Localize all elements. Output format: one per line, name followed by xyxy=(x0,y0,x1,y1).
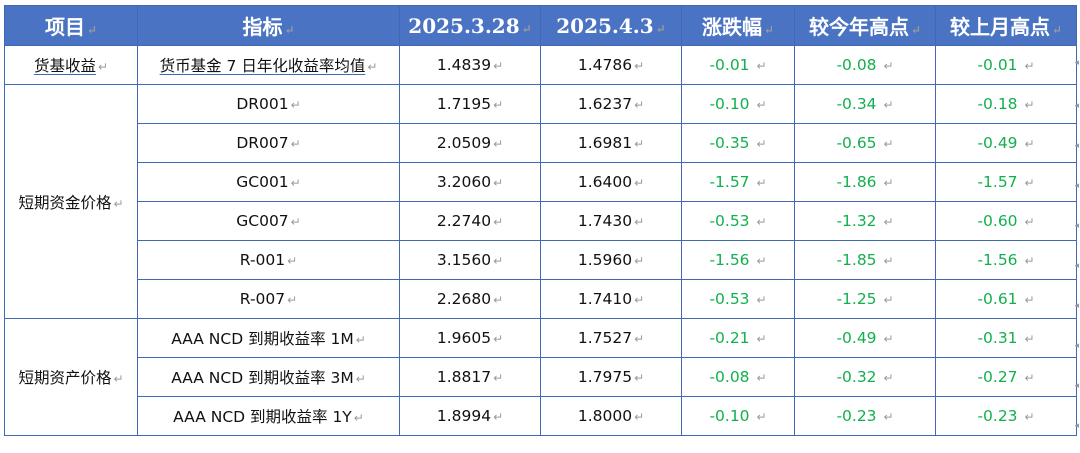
value-cell-date2: 1.6400 ↵ xyxy=(540,162,682,202)
vs-month-high-cell: -0.49 ↵ xyxy=(935,123,1077,163)
change-cell: -0.10 ↵ xyxy=(681,396,795,436)
value-cell-date1: 3.1560 ↵ xyxy=(399,240,541,280)
indicator-cell: R-007 ↵ xyxy=(137,279,400,319)
indicator-cell: AAA NCD 到期收益率 1M ↵ xyxy=(137,318,400,358)
vs-year-high-cell: -0.49 ↵ xyxy=(794,318,936,358)
indicator-cell: GC001 ↵ xyxy=(137,162,400,202)
row-end-mark: ◂ xyxy=(1074,58,1079,68)
value-cell-date2: 1.8000 ↵ xyxy=(540,396,682,436)
row-end-mark: ◂ xyxy=(1074,341,1079,351)
header-change: 涨跌幅 ↵ xyxy=(681,5,795,46)
table-container: 项目 ↵ 指标 ↵ 2025.3.28 ↵ 2025.4.3 ↵ 涨跌幅 ↵ 较今年高点 ↵… xyxy=(4,5,1077,436)
value-cell-date1: 2.2740 ↵ xyxy=(399,201,541,241)
group-short-funding: 短期资金价格 ↵ xyxy=(4,84,138,319)
value-cell-date1: 2.0509 ↵ xyxy=(399,123,541,163)
change-cell: -0.53 ↵ xyxy=(681,201,795,241)
change-cell: -0.53 ↵ xyxy=(681,279,795,319)
vs-year-high-cell: -0.34 ↵ xyxy=(794,84,936,124)
table-row: AAA NCD 到期收益率 1Y ↵ 1.8994 ↵ 1.8000 ↵ -0.10 … xyxy=(5,396,1077,436)
table-row: 短期资产价格 ↵ AAA NCD 到期收益率 1M ↵ 1.9605 ↵ 1.7527… xyxy=(4,318,1077,436)
indicator-cell: DR001 ↵ xyxy=(137,84,400,124)
change-cell: -0.08 ↵ xyxy=(681,357,795,397)
value-cell-date1: 1.9605 ↵ xyxy=(399,318,541,358)
vs-year-high-cell: -1.32 ↵ xyxy=(794,201,936,241)
value-cell-date1: 2.2680 ↵ xyxy=(399,279,541,319)
value-cell-date1: 1.8817 ↵ xyxy=(399,357,541,397)
indicator-cell: R-001 ↵ xyxy=(137,240,400,280)
table-row: DR007 ↵ 2.0509 ↵ 1.6981 ↵ -0.35 ↵ -0.65 ↵ -… xyxy=(5,123,1077,163)
value-cell-date1: 1.7195 ↵ xyxy=(399,84,541,124)
header-vs-month-high: 较上月高点 ↵ xyxy=(935,5,1077,46)
vs-year-high-cell: -0.23 ↵ xyxy=(794,396,936,436)
value-cell-date1: 1.4839 ↵ xyxy=(399,45,541,85)
vs-month-high-cell: -0.23 ↵ xyxy=(935,396,1077,436)
change-cell: -0.21 ↵ xyxy=(681,318,795,358)
vs-month-high-cell: -0.27 ↵ xyxy=(935,357,1077,397)
vs-month-high-cell: -0.60 ↵ xyxy=(935,201,1077,241)
change-cell: -0.35 ↵ xyxy=(681,123,795,163)
change-cell: -0.01 ↵ xyxy=(681,45,795,85)
vs-month-high-cell: -0.18 ↵ xyxy=(935,84,1077,124)
vs-year-high-cell: -0.08 ↵ xyxy=(794,45,936,85)
value-cell-date2: 1.6237 ↵ xyxy=(540,84,682,124)
rates-table: 项目 ↵ 指标 ↵ 2025.3.28 ↵ 2025.4.3 ↵ 涨跌幅 ↵ 较今年高点 ↵… xyxy=(4,5,1077,436)
row-end-mark: ◂ xyxy=(1074,421,1079,431)
table-row: 短期资金价格 ↵ DR001 ↵ 1.7195 ↵ 1.6237 ↵ -0.10 ↵ -… xyxy=(4,84,1077,319)
header-vs-year-high: 较今年高点 ↵ xyxy=(794,5,936,46)
change-cell: -0.10 ↵ xyxy=(681,84,795,124)
header-item: 项目 ↵ xyxy=(4,5,138,46)
group-money-fund: 货基收益 ↵ xyxy=(4,45,138,85)
indicator-cell: AAA NCD 到期收益率 3M ↵ xyxy=(137,357,400,397)
vs-year-high-cell: -1.85 ↵ xyxy=(794,240,936,280)
value-cell-date2: 1.6981 ↵ xyxy=(540,123,682,163)
vs-year-high-cell: -1.86 ↵ xyxy=(794,162,936,202)
row-end-mark: ◂ xyxy=(1074,181,1079,191)
change-cell: -1.57 ↵ xyxy=(681,162,795,202)
header-row: 项目 ↵ 指标 ↵ 2025.3.28 ↵ 2025.4.3 ↵ 涨跌幅 ↵ 较今年高点 ↵… xyxy=(4,5,1077,46)
row-end-mark: ◂ xyxy=(1074,221,1079,231)
row-end-mark: ◂ xyxy=(1074,141,1079,151)
vs-year-high-cell: -0.32 ↵ xyxy=(794,357,936,397)
value-cell-date2: 1.7410 ↵ xyxy=(540,279,682,319)
indicator-cell: GC007 ↵ xyxy=(137,201,400,241)
vs-month-high-cell: -1.56 ↵ xyxy=(935,240,1077,280)
row-end-marks: ◂ ◂ ◂ ◂ ◂ ◂ ◂ ◂ ◂ ◂ xyxy=(1074,0,1080,453)
group-short-assets: 短期资产价格 ↵ xyxy=(4,318,138,436)
row-end-mark: ◂ xyxy=(1074,381,1079,391)
row-end-mark: ◂ xyxy=(1074,101,1079,111)
vs-month-high-cell: -0.61 ↵ xyxy=(935,279,1077,319)
row-end-mark: ◂ xyxy=(1074,261,1079,271)
value-cell-date2: 1.7430 ↵ xyxy=(540,201,682,241)
vs-month-high-cell: -1.57 ↵ xyxy=(935,162,1077,202)
change-cell: -1.56 ↵ xyxy=(681,240,795,280)
table-row: R-007 ↵ 2.2680 ↵ 1.7410 ↵ -0.53 ↵ -1.25 ↵ -… xyxy=(5,279,1077,319)
table-row: 货基收益 ↵ 货币基金 7 日年化收益率均值 ↵ 1.4839 ↵ 1.4786 ↵ -… xyxy=(4,45,1077,85)
vs-month-high-cell: -0.31 ↵ xyxy=(935,318,1077,358)
table-row: AAA NCD 到期收益率 3M ↵ 1.8817 ↵ 1.7975 ↵ -0.08 … xyxy=(5,357,1077,397)
table-row: GC001 ↵ 3.2060 ↵ 1.6400 ↵ -1.57 ↵ -1.86 ↵ -… xyxy=(5,162,1077,202)
value-cell-date2: 1.5960 ↵ xyxy=(540,240,682,280)
value-cell-date2: 1.4786 ↵ xyxy=(540,45,682,85)
vs-year-high-cell: -1.25 ↵ xyxy=(794,279,936,319)
value-cell-date2: 1.7527 ↵ xyxy=(540,318,682,358)
header-indicator: 指标 ↵ xyxy=(137,5,400,46)
table-row: GC007 ↵ 2.2740 ↵ 1.7430 ↵ -0.53 ↵ -1.32 ↵ -… xyxy=(5,201,1077,241)
indicator-cell: DR007 ↵ xyxy=(137,123,400,163)
value-cell-date2: 1.7975 ↵ xyxy=(540,357,682,397)
indicator-cell: 货币基金 7 日年化收益率均值 ↵ xyxy=(137,45,400,85)
value-cell-date1: 3.2060 ↵ xyxy=(399,162,541,202)
value-cell-date1: 1.8994 ↵ xyxy=(399,396,541,436)
vs-month-high-cell: -0.01 ↵ xyxy=(935,45,1077,85)
table-row: R-001 ↵ 3.1560 ↵ 1.5960 ↵ -1.56 ↵ -1.85 ↵ -… xyxy=(5,240,1077,280)
header-date-1: 2025.3.28 ↵ xyxy=(399,5,541,46)
row-end-mark: ◂ xyxy=(1074,301,1079,311)
header-date-2: 2025.4.3 ↵ xyxy=(540,5,682,46)
indicator-cell: AAA NCD 到期收益率 1Y ↵ xyxy=(137,396,400,436)
vs-year-high-cell: -0.65 ↵ xyxy=(794,123,936,163)
